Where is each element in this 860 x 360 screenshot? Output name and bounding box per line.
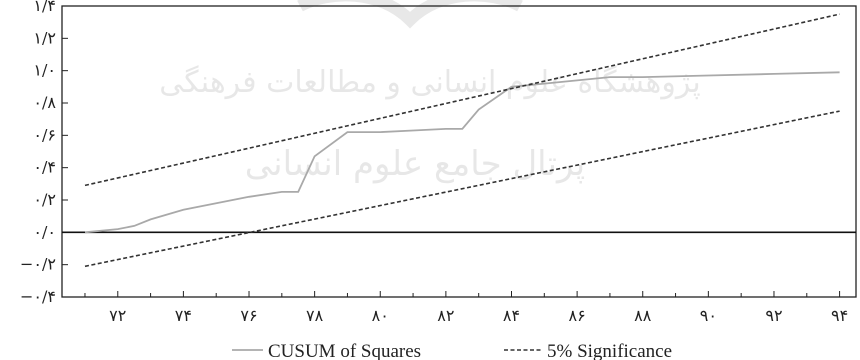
y-tick-label: ۱/۲ bbox=[33, 28, 56, 47]
x-tick-label: ۸۴ bbox=[503, 306, 520, 325]
y-tick-label: −۰/۴ bbox=[20, 287, 56, 306]
watermark-line-1: پژوهشگاه علوم انسانی و مطالعات فرهنگی bbox=[159, 65, 701, 100]
legend: CUSUM of Squares 5% Significance bbox=[232, 341, 672, 360]
plot-frame bbox=[61, 5, 857, 298]
y-tick-label: ۰/۴ bbox=[33, 158, 56, 177]
y-tick-label: ۰/۰ bbox=[33, 222, 56, 241]
x-tick-label: ۸۶ bbox=[569, 306, 586, 325]
x-tick-label: ۷۸ bbox=[306, 306, 324, 325]
y-axis: ۱/۴ ۱/۲ ۱/۰ ۰/۸ ۰/۶ ۰/۴ ۰/۲ ۰/۰ −۰/۲ −۰/۴ bbox=[20, 0, 68, 306]
x-tick-label: ۷۲ bbox=[109, 306, 126, 325]
y-tick-label: ۱/۰ bbox=[33, 61, 56, 80]
x-tick-label: ۸۸ bbox=[634, 306, 652, 325]
y-tick-label: ۰/۲ bbox=[33, 190, 56, 209]
y-tick-label: −۰/۲ bbox=[20, 255, 56, 274]
watermark-line-2: پرتال جامع علوم انسانی bbox=[245, 144, 585, 184]
significance-upper-line bbox=[84, 13, 840, 187]
watermark: پژوهشگاه علوم انسانی و مطالعات فرهنگی پر… bbox=[159, 0, 701, 184]
y-tick-label: ۰/۶ bbox=[33, 125, 56, 144]
legend-label-cusum: CUSUM of Squares bbox=[268, 341, 421, 360]
y-tick-label: ۱/۴ bbox=[33, 0, 56, 15]
legend-item-cusum: CUSUM of Squares bbox=[232, 341, 421, 360]
x-tick-label: ۸۰ bbox=[372, 306, 389, 325]
legend-label-significance: 5% Significance bbox=[547, 341, 672, 360]
y-tick-label: ۰/۸ bbox=[33, 93, 56, 112]
x-tick-label: ۷۶ bbox=[240, 306, 257, 325]
watermark-logo-icon bbox=[297, 0, 523, 29]
x-tick-label: ۸۲ bbox=[437, 306, 454, 325]
significance-lower-line bbox=[84, 110, 840, 268]
cusum-line bbox=[84, 71, 840, 234]
x-tick-label: ۹۰ bbox=[700, 306, 717, 325]
x-tick-label: ۹۲ bbox=[765, 306, 782, 325]
x-tick-label: ۷۴ bbox=[175, 306, 192, 325]
series-layer bbox=[62, 13, 856, 268]
x-axis: ۷۲ ۷۴ ۷۶ ۷۸ ۸۰ ۸۲ ۸۴ ۸۶ ۸۸ ۹۰ ۹۲ ۹۴ bbox=[84, 291, 848, 325]
x-tick-label: ۹۴ bbox=[831, 306, 848, 325]
legend-item-significance: 5% Significance bbox=[504, 341, 672, 360]
